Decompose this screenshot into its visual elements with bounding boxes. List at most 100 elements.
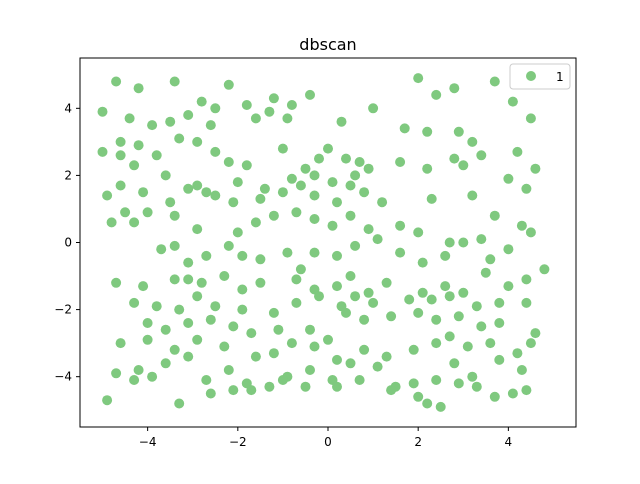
data-point (444, 331, 455, 342)
data-point (422, 126, 433, 137)
data-point (228, 197, 239, 208)
data-point (363, 224, 374, 235)
data-point (359, 344, 370, 355)
data-point (250, 113, 261, 124)
data-point (183, 274, 194, 285)
data-point (295, 180, 306, 191)
data-point (512, 348, 523, 359)
data-point (228, 385, 239, 396)
data-point (151, 301, 162, 312)
data-point (282, 113, 293, 124)
data-point (332, 250, 342, 261)
data-point (169, 344, 180, 355)
data-point (453, 378, 464, 389)
data-point (291, 274, 302, 285)
data-point (237, 304, 248, 315)
data-point (345, 271, 356, 281)
data-point (147, 120, 158, 131)
data-point (431, 314, 442, 325)
data-point (368, 297, 379, 308)
data-point (422, 398, 433, 409)
data-point (111, 368, 122, 379)
data-point (192, 224, 203, 235)
data-point (232, 227, 243, 238)
data-point (183, 318, 194, 328)
data-point (377, 197, 388, 208)
x-axis: −4 −2 0 2 4 (139, 427, 512, 449)
data-point (264, 381, 275, 392)
data-point (503, 244, 514, 255)
data-point (205, 314, 216, 325)
data-point (386, 311, 397, 322)
data-point (115, 136, 126, 147)
data-point (359, 314, 370, 325)
data-point (174, 398, 185, 409)
data-point (115, 180, 126, 191)
data-point (156, 244, 167, 255)
data-point (169, 210, 180, 221)
data-point (142, 334, 153, 345)
data-point (372, 234, 383, 245)
data-point (467, 190, 478, 201)
data-point (485, 338, 496, 349)
data-point (255, 193, 266, 204)
data-point (413, 391, 424, 402)
data-point (530, 328, 541, 339)
data-point (503, 173, 514, 184)
data-point (476, 234, 487, 245)
data-point (259, 183, 270, 194)
data-point (530, 163, 541, 174)
x-tick-label: 2 (414, 435, 422, 449)
data-point (327, 220, 338, 231)
data-point (111, 76, 122, 87)
data-point (350, 170, 361, 181)
data-point (120, 207, 131, 218)
data-point (408, 378, 419, 389)
data-point (268, 210, 279, 221)
data-point (201, 187, 212, 198)
y-tick-label: −4 (54, 370, 72, 384)
y-tick-label: 2 (64, 168, 72, 182)
data-point (413, 73, 424, 84)
data-point (368, 103, 379, 114)
data-point (449, 153, 460, 164)
data-point (350, 240, 361, 251)
data-point (462, 341, 473, 352)
data-point (192, 334, 203, 345)
data-point (133, 83, 144, 94)
data-point (345, 210, 356, 221)
data-point (444, 237, 455, 248)
data-point (431, 89, 442, 100)
data-point (309, 341, 320, 352)
data-point (489, 210, 500, 221)
data-point (183, 257, 194, 268)
data-point (250, 217, 261, 228)
data-point (521, 385, 532, 396)
data-point (129, 297, 140, 308)
data-point (399, 123, 410, 134)
legend-frame (509, 63, 571, 90)
data-point (277, 187, 288, 198)
data-point (196, 96, 207, 107)
data-point (435, 401, 446, 412)
data-point (282, 247, 293, 258)
data-point (417, 287, 428, 298)
data-point (516, 365, 527, 375)
legend: 1 (509, 63, 571, 90)
data-point (309, 170, 320, 181)
data-point (413, 227, 424, 238)
data-point (341, 153, 351, 164)
data-point (147, 371, 158, 382)
data-point (336, 116, 347, 127)
data-point (237, 250, 248, 261)
data-point (471, 381, 482, 392)
data-point (507, 388, 518, 399)
x-tick-label: 0 (324, 435, 332, 449)
data-point (196, 277, 207, 288)
plot-points (97, 73, 550, 412)
data-point (246, 385, 257, 396)
data-point (354, 157, 365, 167)
data-point (381, 351, 392, 362)
data-point (309, 214, 320, 224)
data-point (169, 76, 180, 87)
